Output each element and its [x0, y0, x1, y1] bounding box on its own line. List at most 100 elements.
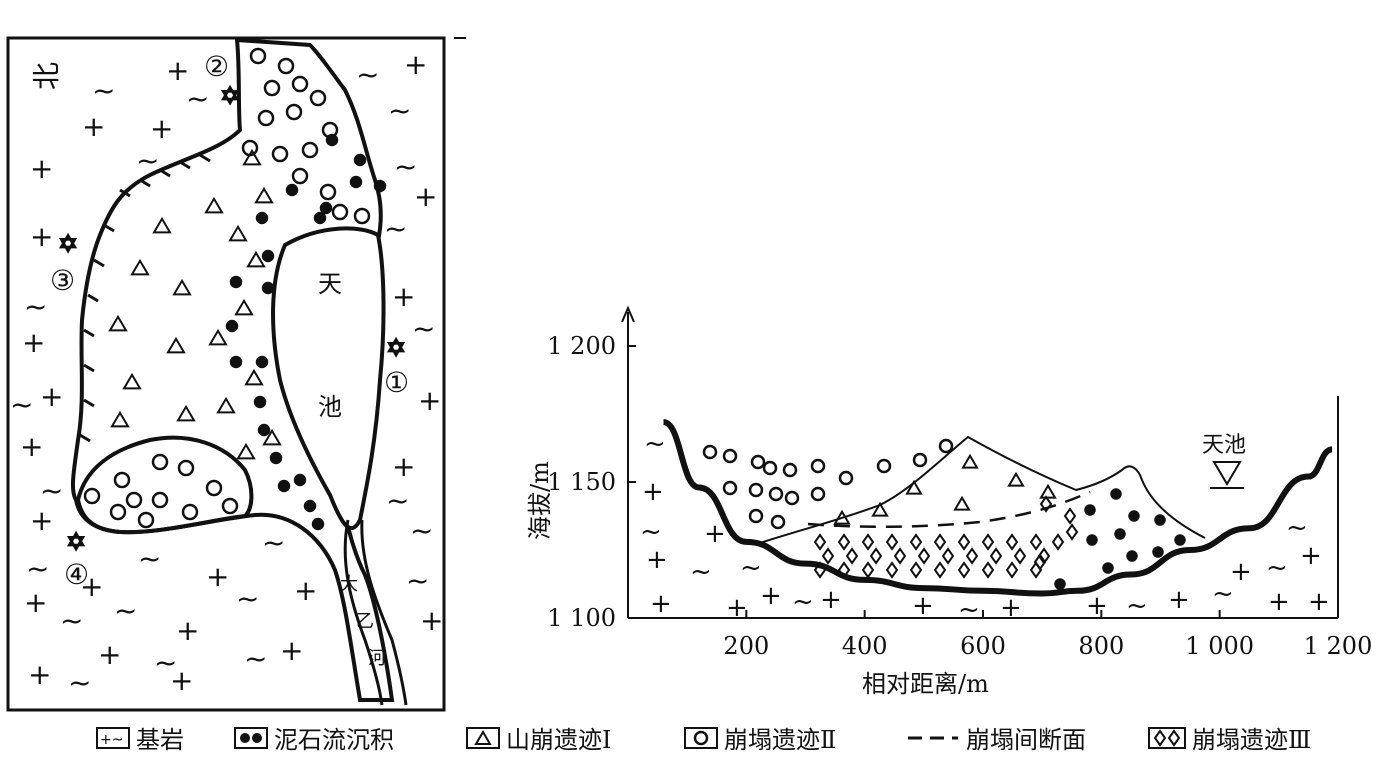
collapse2-symbol: [151, 453, 169, 471]
collapse2-symbol: [748, 508, 764, 524]
landslide-symbol: [1007, 471, 1025, 487]
collapse2-symbol: [784, 490, 800, 506]
collapse2-symbol: [750, 454, 766, 470]
bedrock-cross: +: [294, 574, 317, 607]
y-tick-label: 1 200: [547, 332, 616, 360]
y-ticks: 1 200 1 150 1 100: [547, 332, 636, 632]
bedrock-wave: ~: [244, 642, 267, 675]
map-deposit-symbols: [83, 47, 387, 531]
bedrock-cross: +: [1086, 591, 1108, 621]
collapse3-symbol: [957, 533, 971, 551]
bedrock-cross: +: [166, 54, 189, 87]
x-tick-label: 800: [1078, 632, 1124, 660]
collapse3-symbol: [837, 533, 851, 551]
collapse2-symbol: [301, 141, 319, 159]
bedrock-wave: ~: [40, 474, 63, 507]
collapse3-symbol: [981, 561, 995, 579]
collapse3-symbol: [869, 547, 883, 565]
collapse2-symbol: [353, 207, 371, 225]
site-label-4: ④: [64, 558, 89, 591]
bedrock-surface-line: [662, 419, 1333, 597]
lake-label-1: 天: [318, 270, 342, 298]
bedrock-wave: ~: [690, 557, 712, 587]
landslide-symbol: [244, 368, 264, 386]
landslide-symbol: [122, 372, 142, 390]
bedrock-cross: +: [418, 384, 441, 417]
bedrock-cross: +: [176, 614, 199, 647]
x-tick-label: 1 000: [1185, 632, 1254, 660]
collapse2-symbol: [768, 486, 784, 502]
legend-collapse3-label: 崩塌遗迹Ⅲ: [1192, 726, 1312, 754]
bedrock-wave: ~: [26, 552, 49, 585]
collapse3-symbol: [861, 533, 875, 551]
map-frame: [6, 36, 446, 712]
legend-collapse2: 崩塌遗迹Ⅱ: [684, 720, 836, 755]
legend-section-label: 崩塌间断面: [966, 726, 1086, 754]
bedrock-wave: ~: [10, 388, 33, 421]
hachure-tick: [93, 258, 105, 268]
legend-bedrock-label: 基岩: [136, 726, 184, 754]
map: 北 +~+~+ +~+ ~~~++ ~+~+ ~~ + +++~ ~+ ~~+~+~+ ~+~ ~+…: [6, 36, 466, 712]
y-axis-label: 海拔/m: [526, 461, 554, 540]
debris-flow-symbol: [313, 211, 327, 225]
collapse2-symbol: [762, 460, 778, 476]
x-tick-label: 600: [960, 632, 1006, 660]
bedrock-cross: +: [404, 48, 427, 81]
debris-flow-symbol: [261, 249, 275, 263]
debris-flow-symbol: [1086, 534, 1098, 546]
bedrock-wave: ~: [68, 666, 91, 699]
y-tick-label: 1 100: [547, 604, 616, 632]
river-label-2: 乙: [356, 611, 374, 632]
bedrock-wave: ~: [114, 594, 137, 627]
lake-label-2: 池: [318, 393, 342, 421]
debris-flow-symbol: [1054, 578, 1066, 590]
collapse2-symbol: [137, 511, 155, 529]
collapse3-symbol: [957, 561, 971, 579]
landslide-symbol: [254, 186, 274, 204]
legend-landslide-label: 山崩遗迹Ⅰ: [506, 726, 612, 754]
landslide-symbol: [176, 404, 196, 422]
debris-flow-symbol: [1152, 546, 1164, 558]
bedrock-cross: +: [20, 430, 43, 463]
collapse2-symbol: [912, 452, 928, 468]
bedrock-cross: +: [30, 152, 53, 185]
bedrock-cross: +: [420, 604, 443, 637]
bedrock-cross: +: [28, 658, 51, 691]
bedrock-wave: ~: [24, 290, 47, 323]
bedrock-cross: +: [80, 570, 103, 603]
bedrock-cross: +: [82, 110, 105, 143]
legend-collapse3: 崩塌遗迹Ⅲ: [1148, 720, 1311, 755]
profile-chart: 1 200 1 150 1 100 200 400 600 800 1 000 1 200 海…: [526, 305, 1372, 698]
x-ticks: 200 400 600 800 1 000 1 200: [723, 610, 1372, 660]
collapse3-symbol: [909, 533, 923, 551]
legend-bedrock: +~ 基岩: [96, 720, 184, 755]
debris-flow-symbol: [253, 395, 267, 409]
landslide-symbol: [871, 501, 889, 517]
landslide-symbol: [130, 258, 150, 276]
collapse2-lower-lobe: [75, 435, 254, 535]
debris-flow-symbol: [349, 175, 363, 189]
landslide-symbol: [236, 442, 256, 460]
hachure-tick: [83, 328, 95, 338]
bedrock-wave: ~: [154, 646, 177, 679]
collapse2-symbol: [770, 514, 786, 530]
river-label-1: 大: [340, 574, 358, 595]
landslide-symbol: [242, 148, 262, 166]
collapse3-symbol: [965, 547, 979, 565]
debris-flow-symbol: [1128, 510, 1140, 522]
site-label-1: ①: [384, 366, 409, 399]
legend-debris-flow-label: 泥石流沉积: [274, 726, 394, 754]
corner-mark: 北: [30, 62, 63, 90]
debris-flow-symbol: [257, 423, 271, 437]
bedrock-cross: +: [30, 220, 53, 253]
site-markers: ✡ ✡ ✡ ✡: [57, 81, 407, 557]
landslide-symbol: [234, 298, 254, 316]
collapse2-symbol: [748, 482, 764, 498]
y-tick-label: 1 150: [547, 468, 616, 496]
collapse-section-line: [807, 490, 1091, 529]
bedrock-cross: +: [1268, 587, 1290, 617]
site-label-3: ③: [50, 264, 75, 297]
bedrock-cross: +: [170, 664, 193, 697]
collapse2-symbol: [249, 47, 267, 65]
collapse3-symbol: [885, 561, 899, 579]
